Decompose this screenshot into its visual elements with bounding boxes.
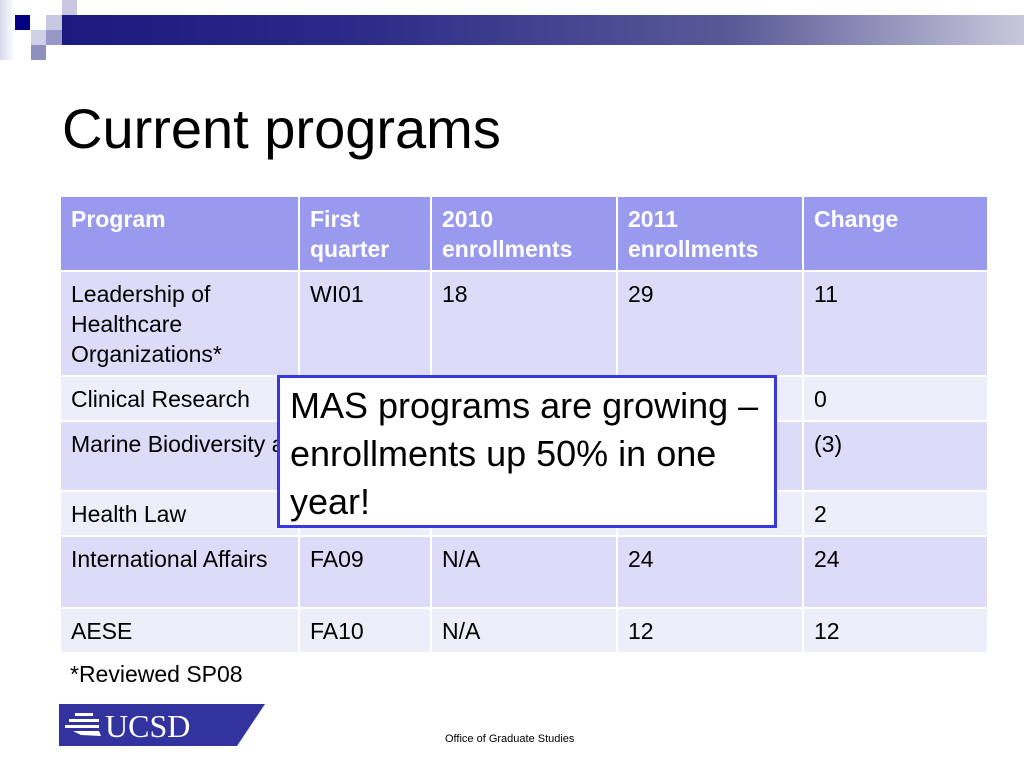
cell: International Affairs (59, 535, 300, 609)
cell: 29 (616, 270, 804, 377)
footer-text: Office of Graduate Studies (445, 733, 575, 745)
logo-emblem-icon (65, 713, 101, 736)
header-change: Change (802, 195, 989, 272)
cell: FA10 (298, 607, 432, 654)
cell: 2 (802, 490, 989, 537)
header-gradient-bar (62, 15, 1024, 45)
header-2011: 2011 enrollments (616, 195, 804, 272)
table-header-row: Program First quarter 2010 enrollments 2… (59, 195, 989, 272)
cell: 24 (616, 535, 804, 609)
cell: Clinical Research (59, 375, 300, 422)
slide-title: Current programs (62, 97, 501, 160)
cell: Health Law (59, 490, 300, 537)
header-2010: 2010 enrollments (430, 195, 618, 272)
ucsd-logo: UCSD (59, 704, 265, 746)
cell: (3) (802, 420, 989, 492)
table-row: International Affairs FA09 N/A 24 24 (59, 535, 989, 609)
cell: AESE (59, 607, 300, 654)
footnote: *Reviewed SP08 (70, 661, 243, 687)
cell: Leadership of Healthcare Organizations* (59, 270, 300, 377)
cell: N/A (430, 607, 618, 654)
callout-box: MAS programs are growing – enrollments u… (277, 375, 777, 528)
cell: 11 (802, 270, 989, 377)
logo-text: UCSD (105, 708, 190, 744)
cell: Marine Biodiversity and Conservation (59, 420, 300, 492)
table-row: AESE FA10 N/A 12 12 (59, 607, 989, 654)
cell: 12 (616, 607, 804, 654)
cell: N/A (430, 535, 618, 609)
cell: 0 (802, 375, 989, 422)
cell: WI01 (298, 270, 432, 377)
header-first-quarter: First quarter (298, 195, 432, 272)
table-row: Leadership of Healthcare Organizations* … (59, 270, 989, 377)
cell: 18 (430, 270, 618, 377)
header-program: Program (59, 195, 300, 272)
cell: 12 (802, 607, 989, 654)
cell: FA09 (298, 535, 432, 609)
cell: 24 (802, 535, 989, 609)
